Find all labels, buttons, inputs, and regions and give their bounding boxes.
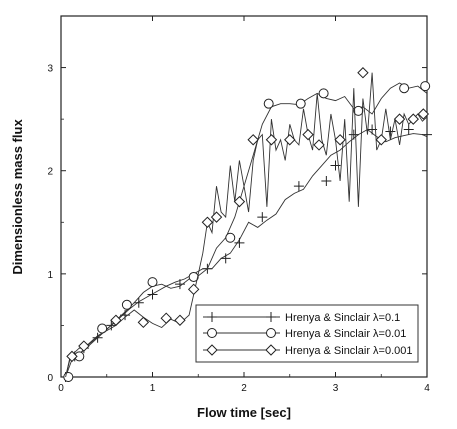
data-point-lambda-0-001	[302, 128, 314, 141]
data-point-lambda-0-1	[403, 124, 414, 135]
data-point-lambda-0-1	[321, 176, 332, 187]
data-point-lambda-0-001	[284, 134, 296, 146]
x-tick-label-1: 1	[150, 383, 156, 394]
y-tick-label-3: 3	[47, 64, 53, 75]
data-point-lambda-0-001	[201, 216, 214, 228]
data-point-lambda-0-001	[247, 134, 259, 146]
data-point-lambda-0-001	[210, 211, 223, 223]
data-point-lambda-0-001	[375, 134, 387, 146]
data-point-lambda-0-01	[63, 372, 74, 382]
data-point-lambda-0-01	[295, 98, 306, 109]
data-point-lambda-0-001	[66, 350, 78, 363]
data-point-lambda-0-001	[110, 314, 122, 326]
data-point-lambda-0-1	[174, 279, 185, 290]
x-tick-label-2: 2	[241, 383, 247, 394]
legend-marker-lambda-0-01	[207, 328, 217, 338]
data-point-lambda-0-001	[417, 108, 430, 120]
data-point-lambda-0-1	[220, 253, 231, 264]
data-point-lambda-0-001	[393, 113, 406, 125]
axis-ticks: 0 1 2 3 4 0 1 2 3	[47, 16, 430, 394]
data-point-lambda-0-1	[234, 237, 245, 248]
data-point-lambda-0-1	[348, 129, 359, 140]
series-layer	[60, 67, 432, 382]
data-point-lambda-0-001	[174, 314, 186, 326]
legend-label-lambda-0-01: Hrenya & Sinclair λ=0.01	[285, 328, 406, 340]
x-tick-label-4: 4	[424, 383, 430, 394]
data-point-lambda-0-01	[121, 299, 132, 310]
series-line-lambda-0-001	[65, 72, 428, 378]
y-tick-label-1: 1	[47, 270, 53, 281]
x-axis-title: Flow time [sec]	[197, 405, 291, 420]
data-point-lambda-0-001	[187, 283, 200, 296]
legend-marker-lambda-0-001	[206, 344, 218, 356]
x-tick-label-0: 0	[58, 383, 64, 394]
legend-label-lambda-0-1: Hrenya & Sinclair λ=0.1	[285, 312, 400, 324]
data-point-lambda-0-01	[188, 271, 199, 282]
y-axis-title: Dimensionless mass flux	[10, 119, 25, 275]
data-point-lambda-0-001	[78, 340, 90, 352]
data-point-lambda-0-001	[407, 113, 419, 125]
data-point-lambda-0-1	[385, 126, 396, 137]
data-point-lambda-0-1	[257, 212, 268, 223]
data-point-lambda-0-1	[293, 181, 304, 192]
data-point-lambda-0-001	[265, 134, 278, 146]
legend: Hrenya & Sinclair λ=0.1 Hrenya & Sinclai…	[195, 304, 419, 363]
data-point-lambda-0-1	[133, 297, 144, 308]
legend-marker-lambda-0-001	[265, 344, 277, 356]
data-point-lambda-0-01	[420, 81, 431, 92]
data-point-lambda-0-001	[313, 139, 325, 151]
legend-samples	[203, 312, 280, 356]
legend-marker-lambda-0-1	[266, 312, 276, 322]
data-point-lambda-0-001	[334, 134, 346, 146]
data-point-lambda-0-01	[318, 88, 329, 99]
x-tick-label-3: 3	[333, 383, 339, 394]
y-tick-label-2: 2	[47, 167, 53, 178]
data-point-lambda-0-1	[330, 160, 341, 171]
data-point-lambda-0-001	[160, 312, 172, 324]
data-point-lambda-0-01	[225, 232, 236, 243]
data-point-lambda-0-01	[353, 105, 364, 116]
data-point-lambda-0-001	[357, 67, 369, 79]
y-tick-label-0: 0	[47, 373, 53, 384]
data-point-lambda-0-01	[263, 98, 274, 109]
data-point-lambda-0-1	[147, 289, 158, 300]
legend-marker-lambda-0-01	[266, 328, 276, 338]
legend-label-lambda-0-001: Hrenya & Sinclair λ=0.001	[285, 345, 412, 357]
data-point-lambda-0-1	[422, 129, 432, 140]
series-lambda-0-001	[65, 67, 430, 378]
data-point-lambda-0-01	[399, 83, 410, 94]
data-point-lambda-0-001	[137, 316, 150, 329]
legend-marker-lambda-0-1	[207, 312, 217, 322]
data-point-lambda-0-01	[147, 277, 158, 288]
data-point-lambda-0-001	[233, 195, 246, 208]
